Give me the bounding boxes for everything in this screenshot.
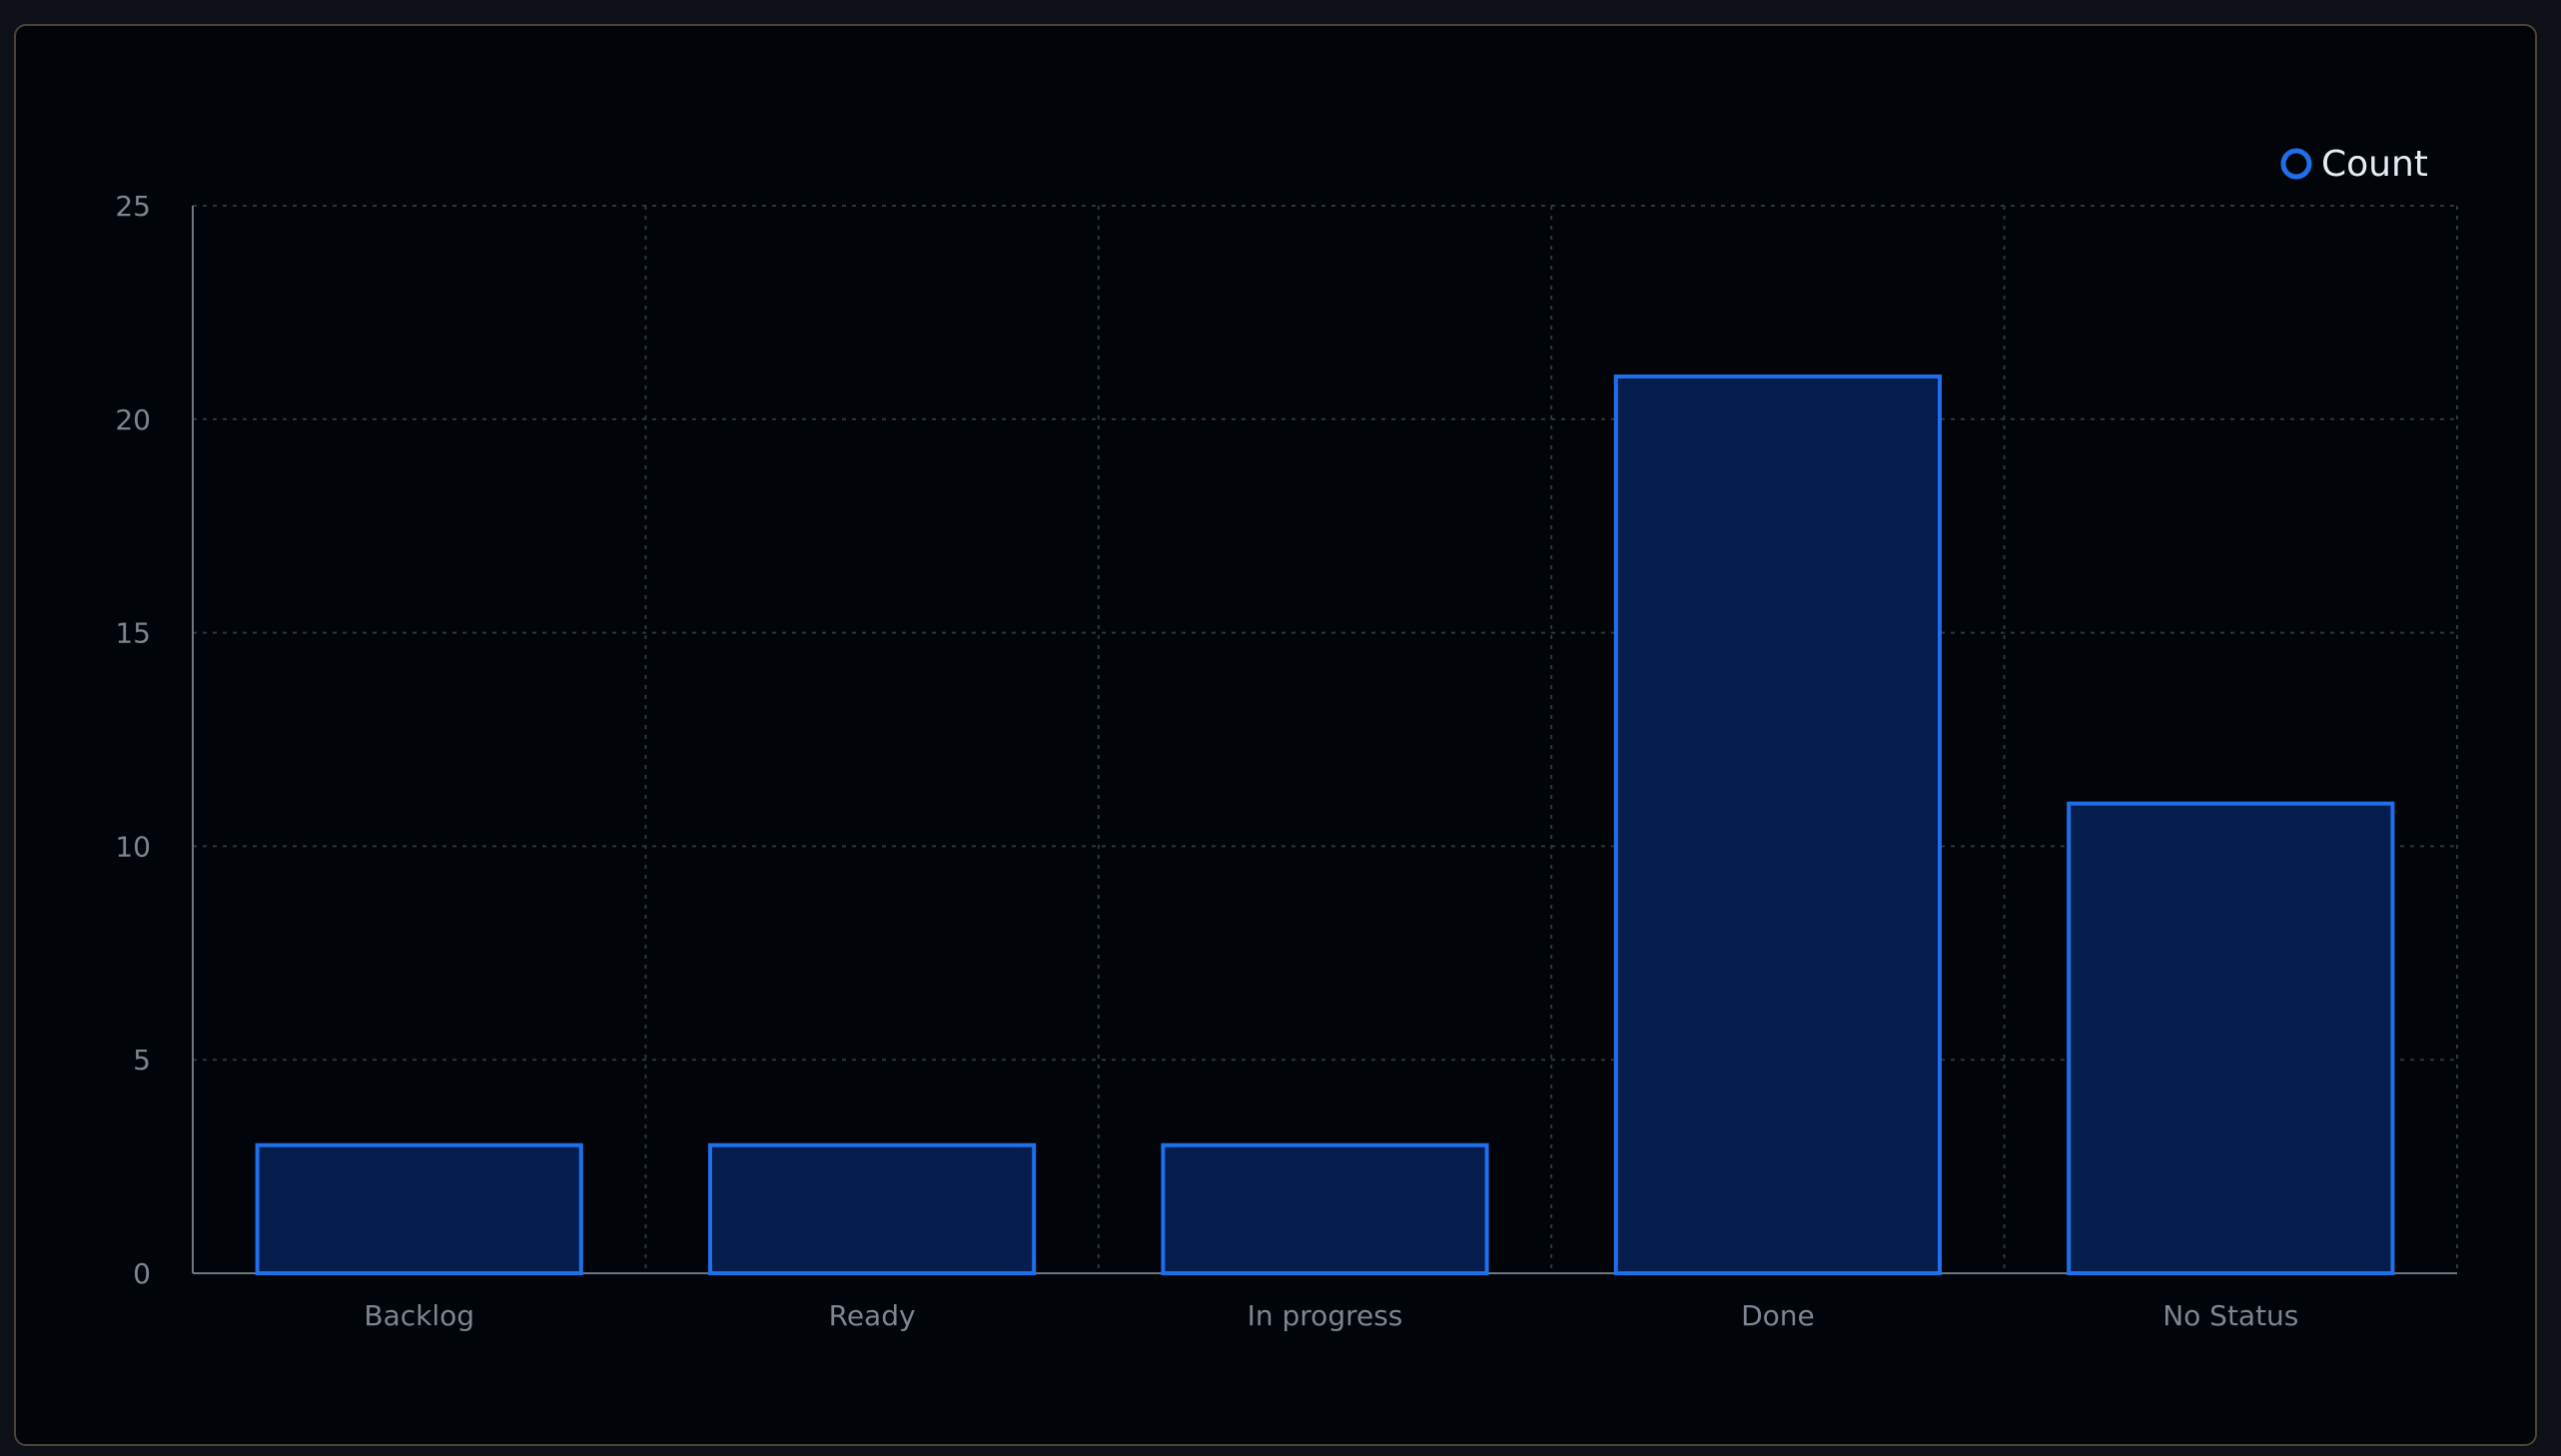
- y-tick-label: 20: [115, 403, 151, 436]
- bar-done[interactable]: [1613, 374, 1942, 1276]
- y-tick-label: 0: [133, 1257, 151, 1290]
- bar-in-progress[interactable]: [1161, 1142, 1489, 1275]
- x-tick-label: Ready: [829, 1299, 916, 1332]
- bar-backlog[interactable]: [255, 1142, 583, 1275]
- legend[interactable]: Count: [2280, 144, 2428, 185]
- grid-lines: [193, 205, 2458, 1273]
- y-tick-label: 10: [115, 830, 151, 863]
- x-tick-label: Backlog: [364, 1299, 474, 1332]
- y-tick-label: 25: [115, 190, 151, 223]
- x-tick-label: Done: [1741, 1299, 1815, 1332]
- bar-ready[interactable]: [708, 1142, 1037, 1275]
- x-tick-label: In progress: [1248, 1299, 1403, 1332]
- y-tick-label: 15: [115, 617, 151, 650]
- bar-no-status[interactable]: [2067, 801, 2395, 1275]
- chart-panel: 0 5 10 15 20 25 Backlog Ready In progress Done No …: [14, 24, 2537, 1446]
- bar-chart: 0 5 10 15 20 25 Backlog Ready In progress Done No …: [115, 144, 2458, 1332]
- legend-marker-icon: [2280, 148, 2312, 180]
- bars: [255, 374, 2395, 1276]
- legend-label: Count: [2321, 144, 2428, 185]
- x-tick-label: No Status: [2162, 1299, 2298, 1332]
- axis-labels: 0 5 10 15 20 25 Backlog Ready In progress Done No …: [115, 190, 2298, 1332]
- y-tick-label: 5: [133, 1044, 151, 1077]
